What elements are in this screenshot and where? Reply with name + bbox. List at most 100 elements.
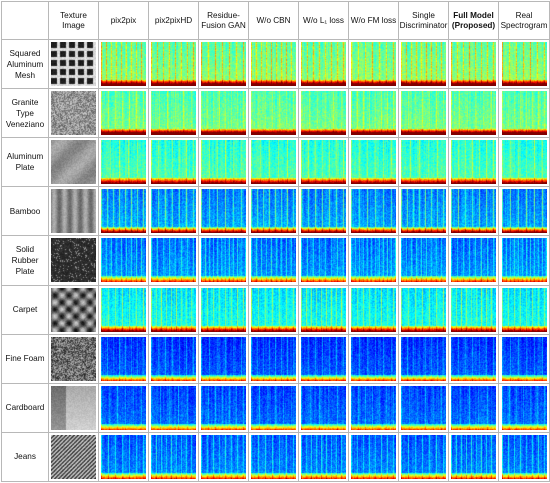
spectrogram-cell-pix2pixhd: [148, 137, 199, 188]
spectrogram-image: [501, 434, 547, 479]
corner-cell: [1, 1, 49, 40]
spectrogram-cell-single-discriminator: [398, 88, 449, 139]
spectrogram-image: [401, 42, 446, 87]
spectrogram-cell-full-model: [448, 333, 499, 384]
spectrogram-cell-wo-fm-loss: [348, 284, 399, 335]
row-label: Aluminum Plate: [1, 137, 49, 188]
spectrogram-cell-wo-fm-loss: [348, 186, 399, 237]
spectrogram-image: [501, 140, 547, 185]
spectrogram-image: [101, 336, 146, 381]
spectrogram-cell-real-spectrogram: [498, 88, 550, 139]
spectrogram-cell-residue-fusion-gan: [198, 333, 249, 384]
spectrogram-image: [151, 140, 196, 185]
spectrogram-cell-single-discriminator: [398, 333, 449, 384]
spectrogram-cell-wo-fm-loss: [348, 333, 399, 384]
spectrogram-cell-pix2pix: [98, 333, 149, 384]
spectrogram-image: [401, 287, 446, 332]
texture-image-cell: [48, 284, 99, 335]
spectrogram-image: [251, 287, 296, 332]
row-label: Cardboard: [1, 382, 49, 433]
spectrogram-image: [301, 434, 346, 479]
texture-image: [51, 189, 96, 234]
column-header-full-model: Full Model (Proposed): [448, 1, 499, 40]
spectrogram-cell-wo-l1-loss: [298, 431, 349, 483]
spectrogram-image: [351, 42, 396, 87]
spectrogram-cell-wo-fm-loss: [348, 137, 399, 188]
spectrogram-cell-residue-fusion-gan: [198, 431, 249, 483]
spectrogram-image: [451, 238, 496, 283]
texture-image: [51, 336, 96, 381]
texture-image-cell: [48, 431, 99, 483]
spectrogram-cell-pix2pix: [98, 284, 149, 335]
spectrogram-cell-full-model: [448, 88, 499, 139]
spectrogram-cell-wo-cbn: [248, 235, 299, 286]
spectrogram-cell-wo-l1-loss: [298, 88, 349, 139]
spectrogram-cell-real-spectrogram: [498, 235, 550, 286]
spectrogram-image: [301, 336, 346, 381]
spectrogram-cell-single-discriminator: [398, 137, 449, 188]
spectrogram-image: [451, 434, 496, 479]
spectrogram-cell-pix2pixhd: [148, 284, 199, 335]
spectrogram-cell-pix2pixhd: [148, 382, 199, 433]
spectrogram-image: [351, 287, 396, 332]
spectrogram-image: [251, 91, 296, 136]
spectrogram-cell-full-model: [448, 431, 499, 483]
spectrogram-cell-real-spectrogram: [498, 38, 550, 90]
spectrogram-image: [101, 434, 146, 479]
spectrogram-cell-pix2pix: [98, 235, 149, 286]
spectrogram-image: [101, 140, 146, 185]
spectrogram-image: [201, 434, 246, 479]
spectrogram-image: [101, 91, 146, 136]
spectrogram-image: [351, 91, 396, 136]
spectrogram-cell-single-discriminator: [398, 186, 449, 237]
spectrogram-image: [251, 434, 296, 479]
spectrogram-image: [201, 336, 246, 381]
spectrogram-image: [401, 91, 446, 136]
spectrogram-cell-wo-fm-loss: [348, 88, 399, 139]
spectrogram-image: [351, 238, 396, 283]
spectrogram-image: [501, 189, 547, 234]
spectrogram-cell-residue-fusion-gan: [198, 137, 249, 188]
spectrogram-cell-wo-l1-loss: [298, 186, 349, 237]
texture-image-cell: [48, 333, 99, 384]
spectrogram-cell-pix2pixhd: [148, 186, 199, 237]
spectrogram-cell-wo-l1-loss: [298, 137, 349, 188]
texture-image: [51, 287, 96, 332]
spectrogram-image: [501, 287, 547, 332]
spectrogram-cell-pix2pixhd: [148, 38, 199, 90]
spectrogram-cell-pix2pix: [98, 88, 149, 139]
texture-image: [51, 42, 96, 87]
spectrogram-image: [101, 189, 146, 234]
spectrogram-cell-pix2pix: [98, 382, 149, 433]
spectrogram-image: [451, 91, 496, 136]
column-header-pix2pix: pix2pix: [98, 1, 149, 40]
spectrogram-image: [101, 385, 146, 430]
spectrogram-cell-pix2pix: [98, 38, 149, 90]
spectrogram-image: [151, 385, 196, 430]
spectrogram-cell-real-spectrogram: [498, 431, 550, 483]
spectrogram-cell-wo-l1-loss: [298, 333, 349, 384]
spectrogram-image: [501, 385, 547, 430]
spectrogram-image: [251, 336, 296, 381]
texture-image-cell: [48, 382, 99, 433]
spectrogram-image: [201, 238, 246, 283]
spectrogram-image: [201, 189, 246, 234]
spectrogram-image: [401, 336, 446, 381]
spectrogram-image: [251, 42, 296, 87]
spectrogram-image: [401, 385, 446, 430]
table-row: Jeans: [1, 431, 550, 483]
spectrogram-image: [351, 385, 396, 430]
spectrogram-cell-residue-fusion-gan: [198, 88, 249, 139]
spectrogram-cell-real-spectrogram: [498, 186, 550, 237]
spectrogram-cell-full-model: [448, 137, 499, 188]
spectrogram-image: [451, 140, 496, 185]
spectrogram-cell-real-spectrogram: [498, 333, 550, 384]
spectrogram-image: [201, 385, 246, 430]
spectrogram-cell-real-spectrogram: [498, 137, 550, 188]
texture-image: [51, 91, 96, 136]
column-header-texture-image: Texture Image: [48, 1, 99, 40]
spectrogram-cell-pix2pix: [98, 137, 149, 188]
row-label: Jeans: [1, 431, 49, 483]
spectrogram-image: [151, 189, 196, 234]
